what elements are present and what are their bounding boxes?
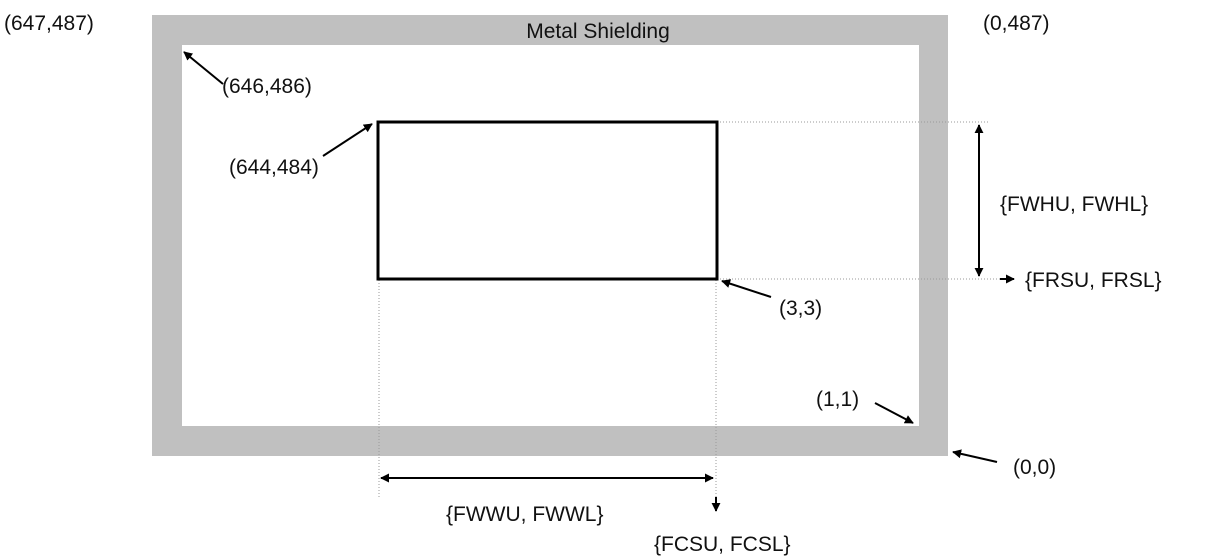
label-window-bottom-right: (3,3): [779, 297, 822, 320]
arrow-inner-bottom-right: [874, 402, 914, 424]
label-column-start: {FCSU, FCSL}: [654, 533, 791, 556]
label-outer-bottom-right: (0,0): [1013, 456, 1056, 479]
label-row-start: {FRSU, FRSL}: [1025, 269, 1162, 292]
arrow-outer-bottom-right: [952, 449, 998, 463]
label-inner-bottom-right: (1,1): [816, 388, 859, 411]
label-outer-top-left: (647,487): [4, 12, 94, 35]
arrows: [183, 51, 1015, 512]
active-area: [182, 45, 919, 426]
arrow-inner-top-left: [183, 51, 224, 85]
arrow-window-top-left: [322, 123, 373, 157]
label-inner-top-left: (646,486): [222, 75, 312, 98]
label-window-height: {FWHU, FWHL}: [1000, 193, 1148, 216]
window-rectangle: [376, 120, 719, 281]
label-outer-top-right: (0,487): [983, 12, 1050, 35]
label-window-top-left: (644,484): [229, 156, 319, 179]
label-window-width: {FWWU, FWWL}: [446, 503, 603, 526]
arrow-window-bottom-right: [721, 279, 772, 298]
shield-title: Metal Shielding: [526, 20, 670, 43]
guide-lines: [378, 121, 1000, 500]
